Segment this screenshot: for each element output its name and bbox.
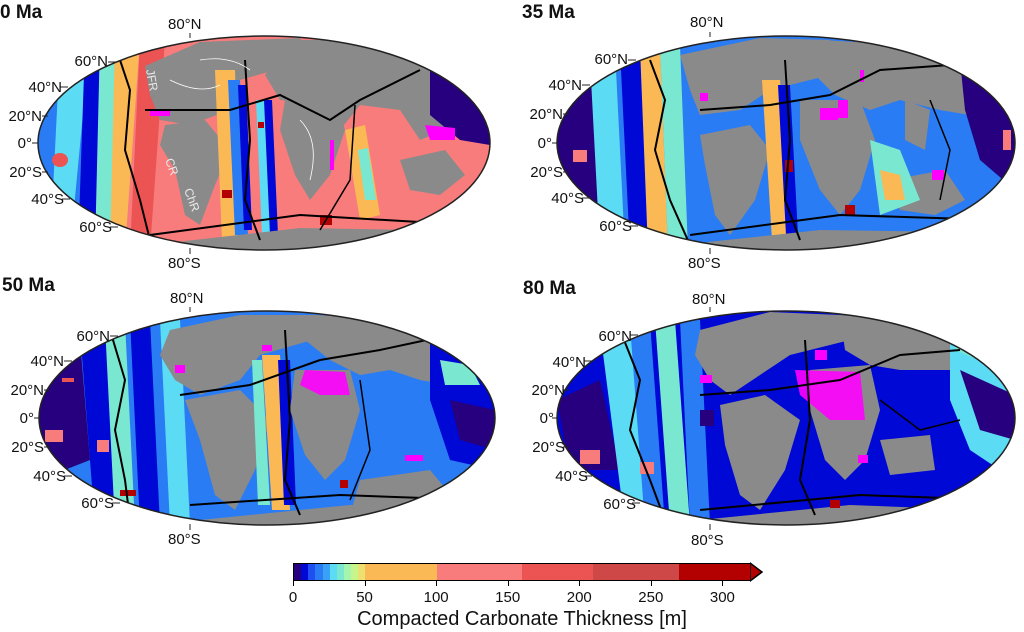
lat-label: 40°S: [31, 191, 64, 208]
colorbar-segment: [351, 564, 359, 580]
colorbar-segment: [315, 564, 323, 580]
colorbar-segment: [522, 564, 594, 580]
colorbar-tick-mark: [507, 581, 509, 586]
colorbar-segment: [365, 564, 437, 580]
lat-label: 20°N: [8, 108, 42, 125]
lat-bottom-50ma: 80°S: [168, 531, 201, 548]
lat-label: 20°N: [529, 106, 563, 123]
lat-label: 40°S: [555, 468, 588, 485]
colorbar-tick-label: 50: [356, 589, 373, 606]
colorbar-extend-arrow: [750, 562, 764, 582]
lat-label: 60°N: [76, 328, 110, 345]
colorbar-label: Compacted Carbonate Thickness [m]: [357, 608, 687, 630]
annotation-cr: CR: [162, 156, 181, 177]
lat-label: 20°S: [530, 164, 563, 181]
lat-label: 60°S: [599, 218, 632, 235]
map-50ma: [39, 311, 495, 525]
lat-label: 60°N: [74, 53, 108, 70]
lat-label: 60°S: [79, 219, 112, 236]
colorbar-tick-mark: [650, 581, 652, 586]
lat-label: 60°N: [594, 51, 628, 68]
colorbar-tick-label: 200: [566, 589, 592, 606]
lat-top-35ma: 80°N: [690, 14, 724, 31]
lat-label: 0°: [539, 410, 554, 427]
lat-label: 40°N: [548, 77, 582, 94]
panel-title-50ma: 50 Ma: [2, 275, 55, 296]
colorbar-segment: [294, 564, 302, 580]
colorbar-segment: [593, 564, 679, 580]
lat-top-80ma: 80°N: [692, 291, 726, 308]
lat-bottom-80ma: 80°S: [691, 532, 724, 549]
lat-label: 20°S: [532, 439, 565, 456]
lat-label: 0°: [537, 135, 552, 152]
lat-label: 20°N: [531, 382, 565, 399]
lat-label: 60°N: [598, 328, 632, 345]
panel-title-35ma: 35 Ma: [522, 2, 575, 23]
lat-label: 40°N: [30, 353, 64, 370]
colorbar-tick-mark: [436, 581, 438, 586]
lat-top-50ma: 80°N: [170, 290, 204, 307]
colorbar-tick-label: 250: [638, 589, 664, 606]
colorbar-segment: [343, 564, 351, 580]
map-80ma: [557, 311, 1015, 525]
colorbar-tick-mark: [579, 581, 581, 586]
ridge-annotations: JFR CR ChR: [143, 68, 203, 214]
lat-label: 20°N: [10, 382, 44, 399]
colorbar-segment: [301, 564, 309, 580]
lat-label: 60°S: [81, 495, 114, 512]
colorbar-tick-label: 150: [495, 589, 521, 606]
lat-label: 40°N: [28, 79, 62, 96]
colorbar: [293, 563, 751, 581]
colorbar-segment: [678, 564, 750, 580]
colorbar-tick-mark: [293, 581, 294, 586]
lat-label: 0°: [17, 135, 32, 152]
colorbar-tick-label: 0: [288, 589, 298, 606]
colorbar-tick-mark: [364, 581, 366, 586]
panel-title-0ma: 0 Ma: [0, 2, 43, 23]
panel-title-80ma: 80 Ma: [523, 278, 576, 299]
lat-label: 20°S: [9, 164, 42, 181]
colorbar-tick-label: 300: [709, 589, 735, 606]
lat-label: 40°S: [33, 468, 66, 485]
annotation-jfr: JFR: [143, 68, 161, 92]
lat-label: 40°S: [551, 190, 584, 207]
lat-bottom-35ma: 80°S: [688, 255, 721, 272]
colorbar-segment: [336, 564, 344, 580]
colorbar-segment: [322, 564, 330, 580]
lat-label: 0°: [19, 410, 34, 427]
lat-bottom-0ma: 80°S: [168, 255, 201, 272]
colorbar-tick-mark: [722, 581, 724, 586]
colorbar-tick-label: 100: [423, 589, 449, 606]
lat-label: 60°S: [603, 496, 636, 513]
colorbar-segment: [358, 564, 366, 580]
lat-label: 20°S: [11, 439, 44, 456]
colorbar-segment: [308, 564, 316, 580]
colorbar-segment: [329, 564, 337, 580]
lat-top-0ma: 80°N: [168, 16, 202, 33]
map-35ma: [557, 36, 1015, 250]
lat-ticks: [32, 32, 711, 530]
lat-label: 40°N: [552, 354, 586, 371]
colorbar-segment: [436, 564, 522, 580]
